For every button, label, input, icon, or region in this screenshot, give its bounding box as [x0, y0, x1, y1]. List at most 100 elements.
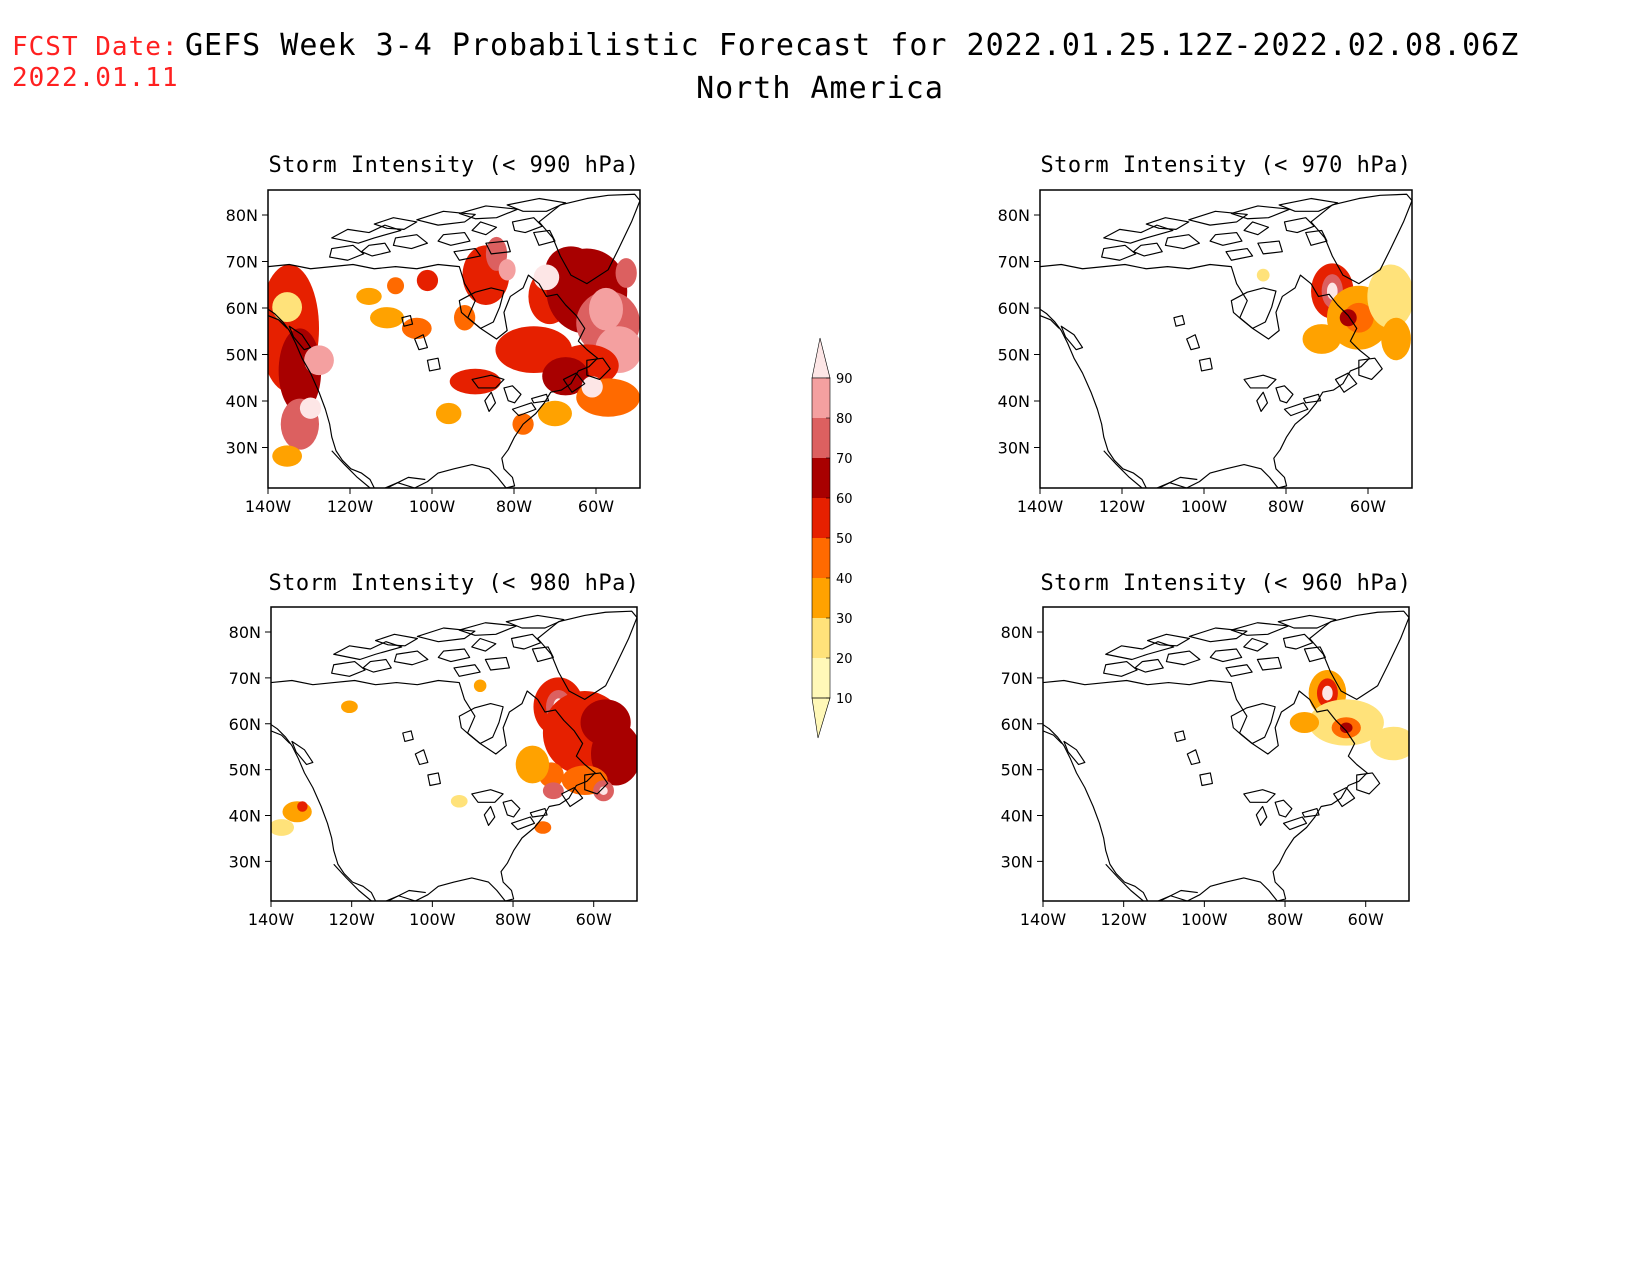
fcst-date-label: FCST Date: [12, 32, 179, 62]
lat-tick-label: 80N [1001, 623, 1033, 642]
probability-area [297, 801, 308, 812]
probability-area [599, 786, 608, 795]
probability-area [454, 304, 476, 331]
lat-tick-label: 30N [1001, 852, 1033, 871]
colorbar: 90 80 70 60 50 40 30 20 10 [811, 337, 853, 739]
map-area [1040, 190, 1414, 490]
lat-tick-label: 80N [229, 623, 261, 642]
lat-tick-label: 40N [1001, 807, 1033, 826]
lat-tick-label: 30N [998, 439, 1030, 458]
probability-area [537, 400, 572, 427]
probability-shading [1289, 670, 1409, 761]
colorbar-segment [812, 578, 830, 618]
probability-area [299, 397, 322, 419]
lat-tick-label: 50N [229, 761, 261, 780]
lon-tick-label: 80W [1267, 910, 1303, 929]
colorbar-tick-label: 40 [836, 572, 853, 587]
map-area [1043, 607, 1416, 903]
probability-shading [1256, 263, 1413, 361]
probability-area [542, 782, 564, 800]
colorbar-tick-label: 70 [836, 452, 853, 467]
lat-tick-label: 60N [226, 299, 258, 318]
probability-area [282, 801, 312, 823]
probability-area [435, 402, 462, 425]
colorbar-tick-label: 60 [836, 492, 853, 507]
colorbar-segment [812, 538, 830, 578]
lon-tick-label: 100W [409, 910, 456, 929]
map-panel-p990: Storm Intensity (< 990 hPa) 80N 70N 60N 50N 4… [226, 153, 642, 516]
lon-tick-label: 140W [245, 497, 292, 516]
lat-tick-label: 50N [226, 346, 258, 365]
probability-area [1367, 264, 1413, 329]
probability-area [416, 269, 439, 292]
map-panel-p960: Storm Intensity (< 960 hPa) 80N 70N 60N 50N 4… [1001, 571, 1416, 929]
probability-area [1370, 726, 1409, 761]
probability-area [356, 287, 382, 305]
lat-tick-label: 40N [998, 392, 1030, 411]
fcst-date-value: 2022.01.11 [12, 63, 179, 93]
lat-tick-label: 70N [229, 669, 261, 688]
probability-area [581, 376, 603, 398]
lon-tick-label: 100W [1181, 497, 1228, 516]
panel-title: Storm Intensity (< 980 hPa) [268, 571, 639, 596]
probability-area [542, 357, 589, 396]
lon-tick-label: 60W [576, 910, 612, 929]
page-subtitle: North America [696, 71, 944, 106]
probability-area [387, 277, 405, 295]
colorbar-segment [812, 658, 830, 698]
probability-area [370, 307, 405, 329]
lat-tick-label: 50N [998, 346, 1030, 365]
colorbar-segment [812, 458, 830, 498]
probability-area [450, 794, 468, 808]
probability-area [615, 258, 637, 288]
colorbar-segment [812, 498, 830, 538]
lat-tick-label: 70N [998, 253, 1030, 272]
probability-area [272, 445, 303, 467]
lon-tick-label: 60W [578, 497, 614, 516]
probability-area [1302, 324, 1341, 354]
panel-title: Storm Intensity (< 960 hPa) [1040, 571, 1411, 596]
colorbar-tick-label: 30 [836, 612, 853, 627]
map-frame [1043, 607, 1409, 901]
lon-tick-label: 140W [248, 910, 295, 929]
lat-tick-label: 40N [229, 807, 261, 826]
lon-tick-label: 60W [1350, 497, 1386, 516]
colorbar-tick-label: 20 [836, 652, 853, 667]
probability-area [449, 368, 501, 395]
map-panel-p970: Storm Intensity (< 970 hPa) 80N 70N 60N 50N 4… [998, 153, 1414, 516]
probability-area [534, 821, 552, 834]
lat-tick-label: 40N [226, 392, 258, 411]
colorbar-tick-label: 10 [836, 692, 853, 707]
panel-title: Storm Intensity (< 990 hPa) [268, 153, 639, 178]
lat-tick-label: 50N [1001, 761, 1033, 780]
map-background [268, 190, 640, 488]
map-background [1043, 607, 1409, 901]
lon-tick-label: 80W [495, 910, 531, 929]
colorbar-segment [812, 618, 830, 658]
lat-tick-label: 80N [226, 206, 258, 225]
probability-area [473, 679, 487, 693]
lat-tick-label: 30N [226, 439, 258, 458]
lon-tick-label: 120W [327, 497, 374, 516]
map-panel-p980: Storm Intensity (< 980 hPa) 80N 70N 60N 50N 4… [229, 571, 641, 929]
probability-shading [268, 236, 641, 467]
probability-shading [271, 677, 637, 836]
probability-area [304, 345, 334, 376]
probability-area [1256, 268, 1270, 282]
lon-tick-label: 120W [328, 910, 375, 929]
probability-area [515, 745, 550, 784]
probability-area [1289, 712, 1320, 733]
probability-area [1381, 317, 1411, 361]
probability-area [1322, 685, 1333, 701]
lat-tick-label: 70N [1001, 669, 1033, 688]
map-area [269, 607, 641, 903]
colorbar-bottom-arrow [811, 697, 831, 739]
colorbar-top-arrow [811, 337, 831, 379]
map-frame [268, 190, 640, 488]
map-frame [1040, 190, 1412, 488]
probability-area [272, 292, 303, 322]
probability-area [401, 317, 432, 339]
lon-tick-label: 140W [1020, 910, 1067, 929]
lon-tick-label: 100W [409, 497, 456, 516]
